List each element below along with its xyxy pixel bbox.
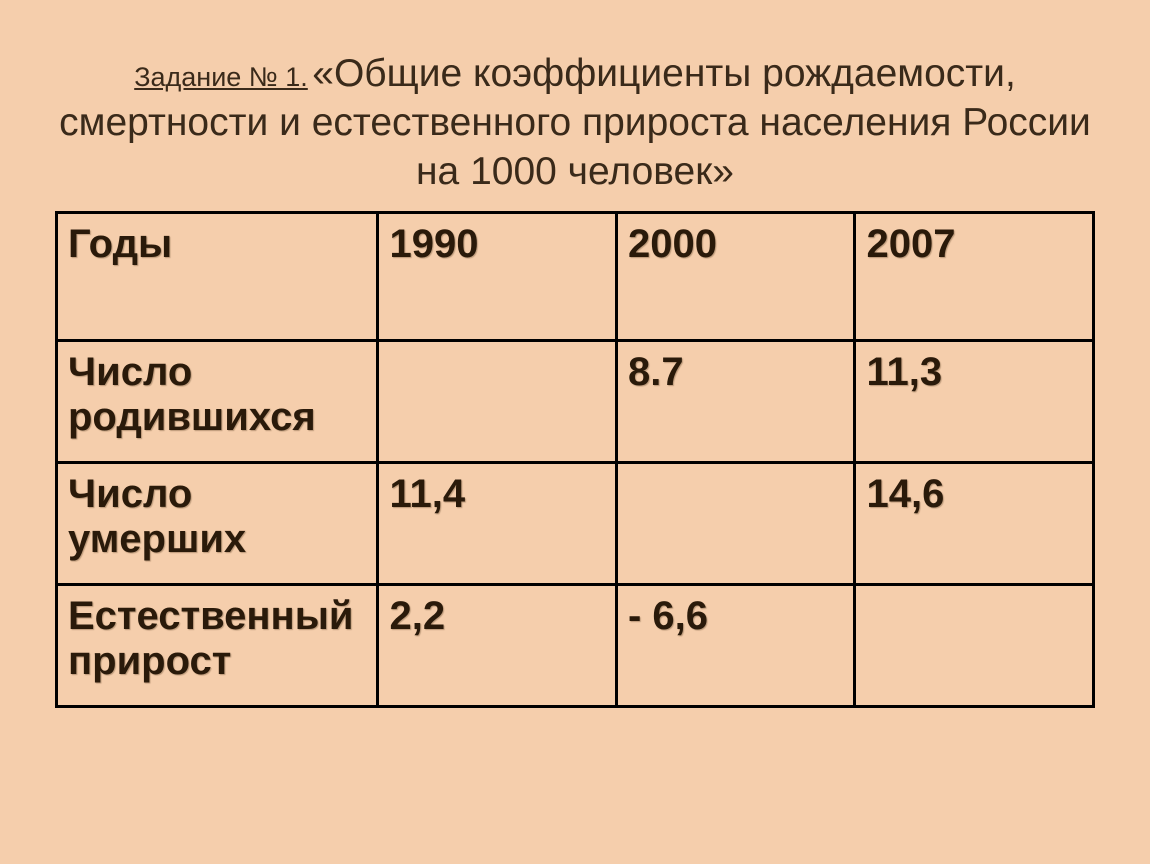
- cell-births-2000: 8.7: [616, 341, 855, 463]
- task-label: Задание № 1.: [134, 62, 308, 92]
- table-row: Число родившихся 8.7 11,3: [57, 341, 1094, 463]
- cell-growth-1990: 2,2: [378, 585, 617, 707]
- row-label-deaths: Число умерших: [57, 463, 378, 585]
- header-cell-label: Годы: [57, 213, 378, 341]
- header-cell-2000: 2000: [616, 213, 855, 341]
- table-row: Естественный прирост 2,2 - 6,6: [57, 585, 1094, 707]
- cell-deaths-1990: 11,4: [378, 463, 617, 585]
- table-row: Число умерших 11,4 14,6: [57, 463, 1094, 585]
- row-label-births: Число родившихся: [57, 341, 378, 463]
- data-table: Годы 1990 2000 2007 Число родившихся 8.7…: [55, 211, 1095, 708]
- cell-deaths-2000: [616, 463, 855, 585]
- cell-births-1990: [378, 341, 617, 463]
- cell-births-2007: 11,3: [855, 341, 1094, 463]
- cell-growth-2007: [855, 585, 1094, 707]
- header-cell-1990: 1990: [378, 213, 617, 341]
- header-cell-2007: 2007: [855, 213, 1094, 341]
- cell-deaths-2007: 14,6: [855, 463, 1094, 585]
- table-header-row: Годы 1990 2000 2007: [57, 213, 1094, 341]
- row-label-growth: Естественный прирост: [57, 585, 378, 707]
- cell-growth-2000: - 6,6: [616, 585, 855, 707]
- title-container: Задание № 1. «Общие коэффициенты рождаем…: [55, 50, 1095, 196]
